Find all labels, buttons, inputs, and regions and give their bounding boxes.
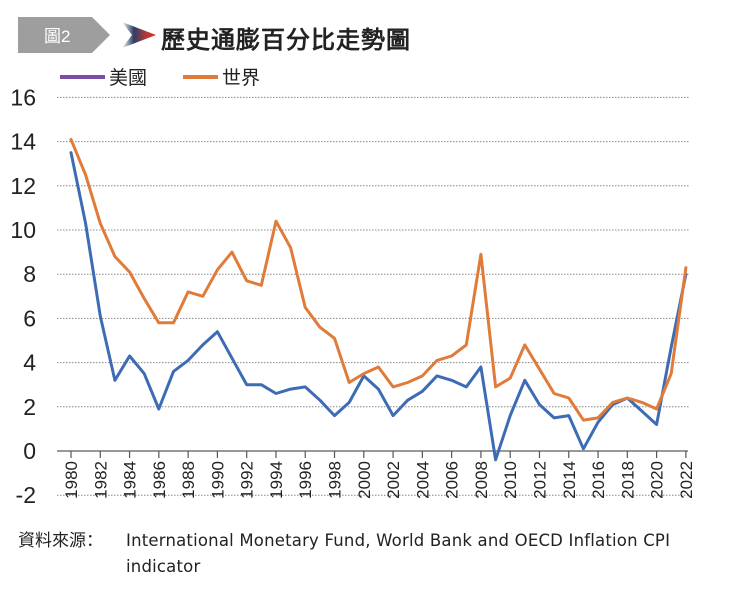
y-tick-label: 10	[10, 217, 36, 243]
x-tick-label: 1996	[296, 461, 315, 499]
x-tick-label: 2018	[618, 461, 637, 499]
y-tick-label: 4	[23, 350, 36, 376]
x-tick-label: 2004	[413, 461, 432, 499]
x-tick-label: 1994	[267, 461, 286, 499]
y-tick-label: 2	[23, 394, 36, 420]
legend-label-us: 美國	[109, 67, 147, 89]
gridlines	[57, 96, 690, 496]
series-line-world	[69, 137, 688, 422]
x-tick-label: 2002	[384, 461, 403, 499]
y-tick-label: 14	[10, 129, 36, 155]
x-tick-label: 1982	[91, 461, 110, 499]
y-tick-label: 8	[23, 261, 36, 287]
x-tick-label: 2008	[472, 461, 491, 499]
x-tick-label: 2022	[677, 461, 696, 499]
x-tick-label: 1998	[326, 461, 345, 499]
chart-title: 歷史通膨百分比走勢圖	[161, 25, 411, 54]
y-tick-label: -2	[16, 482, 36, 508]
source-text: International Monetary Fund, World Bank …	[126, 531, 671, 576]
x-tick-label: 2000	[355, 461, 374, 499]
x-tick-label: 1986	[150, 461, 169, 499]
y-axis-ticks: 16 14 12 10 8 6 4 2 0 -2	[10, 84, 36, 508]
x-tick-label: 2020	[648, 461, 667, 499]
source-label: 資料來源：	[18, 531, 103, 551]
x-axis: 1980 1982 1984 1986 1988 1990 1992 1994 1996 1998…	[57, 450, 696, 499]
legend: 美國 世界	[60, 67, 260, 89]
y-tick-label: 12	[10, 173, 36, 199]
series-line-us	[69, 151, 688, 462]
x-tick-label: 2014	[560, 461, 579, 499]
x-tick-label: 1990	[208, 461, 227, 499]
x-tick-label: 2010	[501, 461, 520, 499]
x-tick-label: 1992	[238, 461, 257, 499]
legend-label-world: 世界	[222, 67, 260, 89]
x-tick-label: 1988	[179, 461, 198, 499]
series-lines	[69, 137, 688, 462]
y-tick-label: 6	[23, 305, 36, 331]
y-tick-label: 16	[10, 84, 36, 110]
x-tick-label: 2006	[443, 461, 462, 499]
x-tick-label: 2016	[589, 461, 608, 499]
arrow-right-icon	[122, 22, 156, 48]
x-tick-label: 1980	[62, 461, 81, 499]
x-tick-label: 1984	[121, 461, 140, 499]
figure-badge-label: 圖2	[44, 27, 71, 46]
y-tick-label: 0	[23, 438, 36, 464]
x-tick-label: 2012	[530, 461, 549, 499]
figure-badge	[18, 17, 110, 53]
